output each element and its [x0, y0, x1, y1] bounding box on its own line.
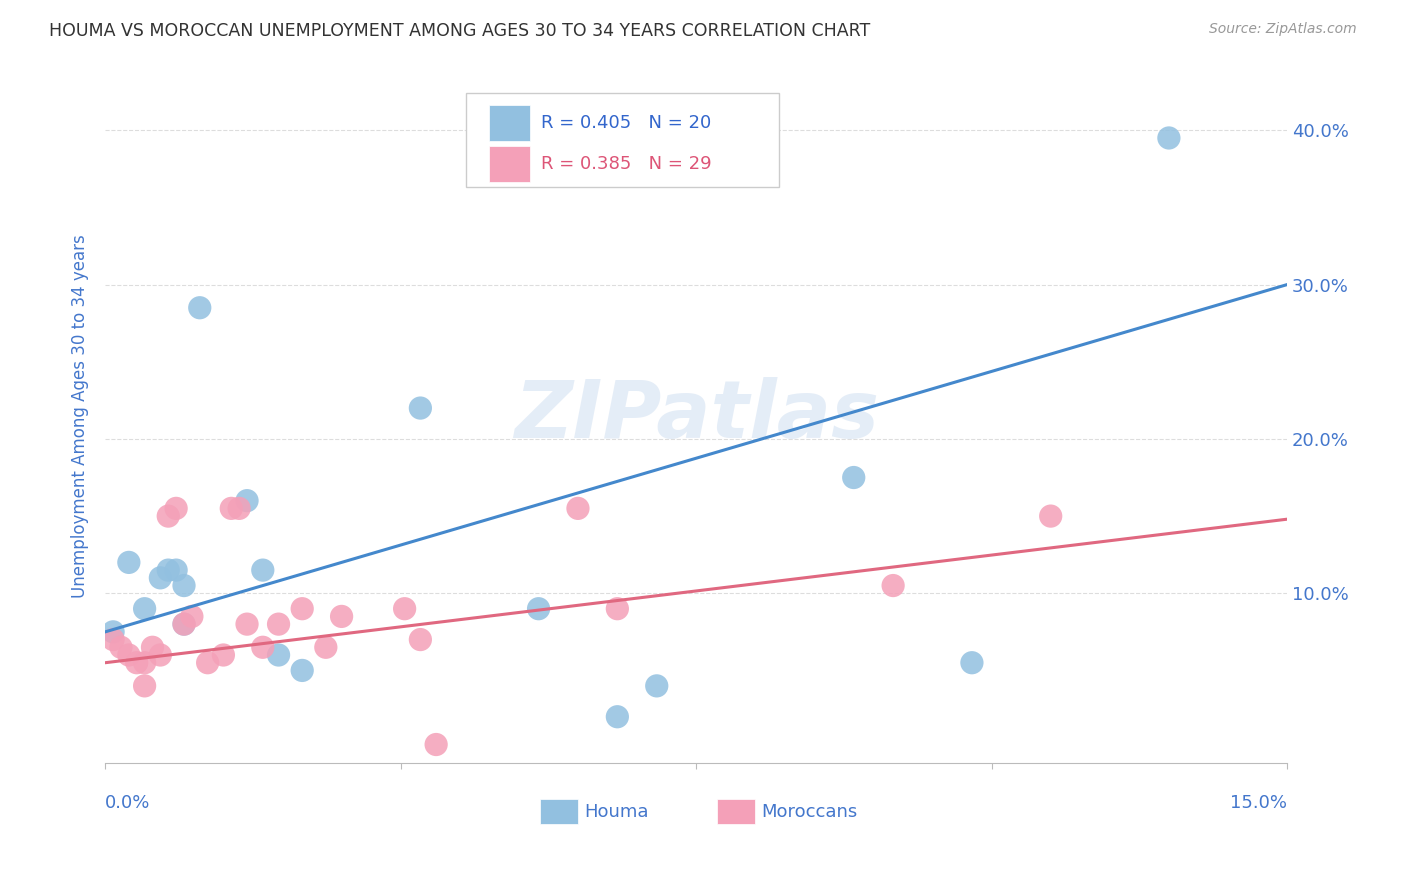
Point — [141, 640, 163, 655]
Point — [118, 555, 141, 569]
Point — [960, 656, 983, 670]
Point — [149, 571, 172, 585]
Point — [228, 501, 250, 516]
Y-axis label: Unemployment Among Ages 30 to 34 years: Unemployment Among Ages 30 to 34 years — [72, 234, 89, 598]
Point — [236, 617, 259, 632]
Text: Houma: Houma — [583, 803, 648, 821]
Point — [173, 578, 195, 592]
Text: 15.0%: 15.0% — [1230, 794, 1286, 812]
Point — [180, 609, 202, 624]
Point — [291, 664, 314, 678]
Point — [315, 640, 337, 655]
Point — [101, 632, 124, 647]
Point — [567, 501, 589, 516]
Point — [606, 601, 628, 615]
Point — [165, 563, 187, 577]
Point — [219, 501, 242, 516]
Point — [1039, 509, 1062, 524]
Point — [165, 501, 187, 516]
Point — [267, 617, 290, 632]
Point — [394, 601, 416, 615]
FancyBboxPatch shape — [489, 105, 530, 142]
Text: ZIPatlas: ZIPatlas — [513, 376, 879, 455]
Text: 0.0%: 0.0% — [105, 794, 150, 812]
Point — [1157, 131, 1180, 145]
Text: Moroccans: Moroccans — [761, 803, 858, 821]
Point — [157, 563, 180, 577]
Point — [409, 632, 432, 647]
Text: R = 0.385   N = 29: R = 0.385 N = 29 — [541, 154, 711, 173]
FancyBboxPatch shape — [717, 799, 755, 824]
Point — [252, 640, 274, 655]
Text: R = 0.405   N = 20: R = 0.405 N = 20 — [541, 114, 711, 132]
Point — [134, 679, 156, 693]
Point — [118, 648, 141, 662]
Point — [101, 624, 124, 639]
Point — [236, 493, 259, 508]
Point — [606, 710, 628, 724]
FancyBboxPatch shape — [465, 93, 779, 186]
Point — [134, 656, 156, 670]
Point — [134, 601, 156, 615]
FancyBboxPatch shape — [489, 145, 530, 182]
Point — [291, 601, 314, 615]
Point — [330, 609, 353, 624]
Point — [425, 738, 447, 752]
Point — [110, 640, 132, 655]
Point — [188, 301, 211, 315]
Text: Source: ZipAtlas.com: Source: ZipAtlas.com — [1209, 22, 1357, 37]
Point — [173, 617, 195, 632]
Point — [527, 601, 550, 615]
Point — [212, 648, 235, 662]
Point — [125, 656, 148, 670]
Point — [882, 578, 904, 592]
Point — [645, 679, 668, 693]
Point — [173, 617, 195, 632]
Text: HOUMA VS MOROCCAN UNEMPLOYMENT AMONG AGES 30 TO 34 YEARS CORRELATION CHART: HOUMA VS MOROCCAN UNEMPLOYMENT AMONG AGE… — [49, 22, 870, 40]
Point — [267, 648, 290, 662]
Point — [252, 563, 274, 577]
Point — [409, 401, 432, 415]
Point — [842, 470, 865, 484]
Point — [197, 656, 219, 670]
Point — [149, 648, 172, 662]
Point — [157, 509, 180, 524]
FancyBboxPatch shape — [540, 799, 578, 824]
